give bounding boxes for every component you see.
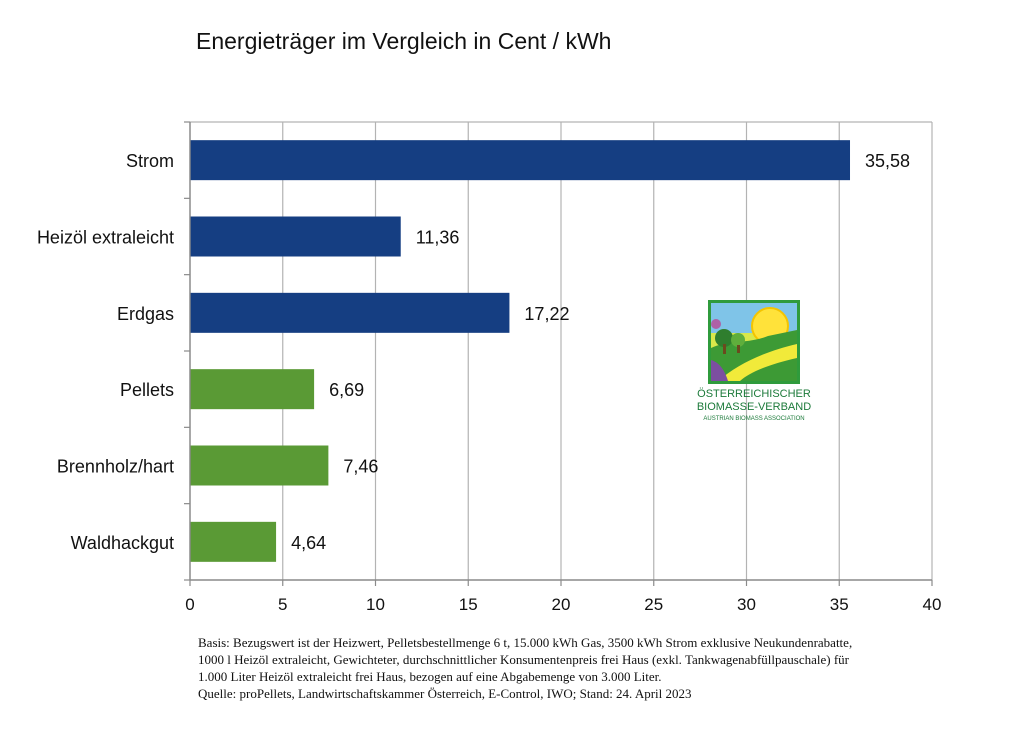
logo-line-2: BIOMASSE-VERBAND: [696, 401, 812, 413]
value-label: 4,64: [291, 533, 326, 553]
note-line-4: Quelle: proPellets, Landwirtschaftskamme…: [198, 686, 692, 701]
x-tick-label: 20: [552, 595, 571, 614]
category-label: Heizöl extraleicht: [37, 228, 174, 248]
axes: [184, 121, 933, 586]
value-label: 35,58: [865, 151, 910, 171]
value-label: 6,69: [329, 380, 364, 400]
x-tick-label: 10: [366, 595, 385, 614]
value-label: 17,22: [524, 304, 569, 324]
grid-lines: [189, 121, 933, 580]
labels: 0 5 10 15 20 25 30 35 40 35,58 Strom 11,36 Heizöl ex…: [37, 151, 942, 614]
note-line-3: 1.000 Liter Heizöl extraleicht frei Haus…: [198, 669, 662, 684]
category-label: Strom: [126, 151, 174, 171]
source-note: Basis: Bezugswert ist der Heizwert, Pell…: [198, 634, 998, 702]
bar: [190, 521, 277, 562]
biomasse-verband-logo: [708, 300, 800, 384]
x-tick-label: 25: [644, 595, 663, 614]
category-label: Brennholz/hart: [57, 457, 174, 477]
category-label: Pellets: [120, 380, 174, 400]
note-line-2: 1000 l Heizöl extraleicht, Gewichteter, …: [198, 652, 849, 667]
logo-line-1: ÖSTERREICHISCHER: [697, 388, 811, 400]
x-tick-label: 0: [185, 595, 194, 614]
bars: [190, 140, 851, 562]
category-label: Erdgas: [117, 304, 174, 324]
bar-chart: 0 5 10 15 20 25 30 35 40 35,58 Strom 11,36 Heizöl ex…: [37, 121, 942, 614]
x-tick-label: 5: [278, 595, 287, 614]
value-label: 7,46: [343, 457, 378, 477]
bar: [190, 216, 401, 257]
x-tick-label: 40: [923, 595, 942, 614]
chart-title: Energieträger im Vergleich in Cent / kWh: [196, 28, 612, 54]
bar: [190, 140, 851, 181]
logo-line-3: AUSTRIAN BIOMASS ASSOCIATION: [703, 416, 805, 422]
bar: [190, 292, 510, 333]
x-tick-label: 15: [459, 595, 478, 614]
note-line-1: Basis: Bezugswert ist der Heizwert, Pell…: [198, 635, 853, 650]
x-tick-label: 30: [737, 595, 756, 614]
bar: [190, 369, 315, 410]
value-label: 11,36: [416, 228, 460, 248]
logo-caption: ÖSTERREICHISCHER BIOMASSE-VERBAND AUSTRI…: [690, 388, 818, 424]
x-tick-label: 35: [830, 595, 849, 614]
bar: [190, 445, 329, 486]
category-label: Waldhackgut: [71, 533, 174, 553]
